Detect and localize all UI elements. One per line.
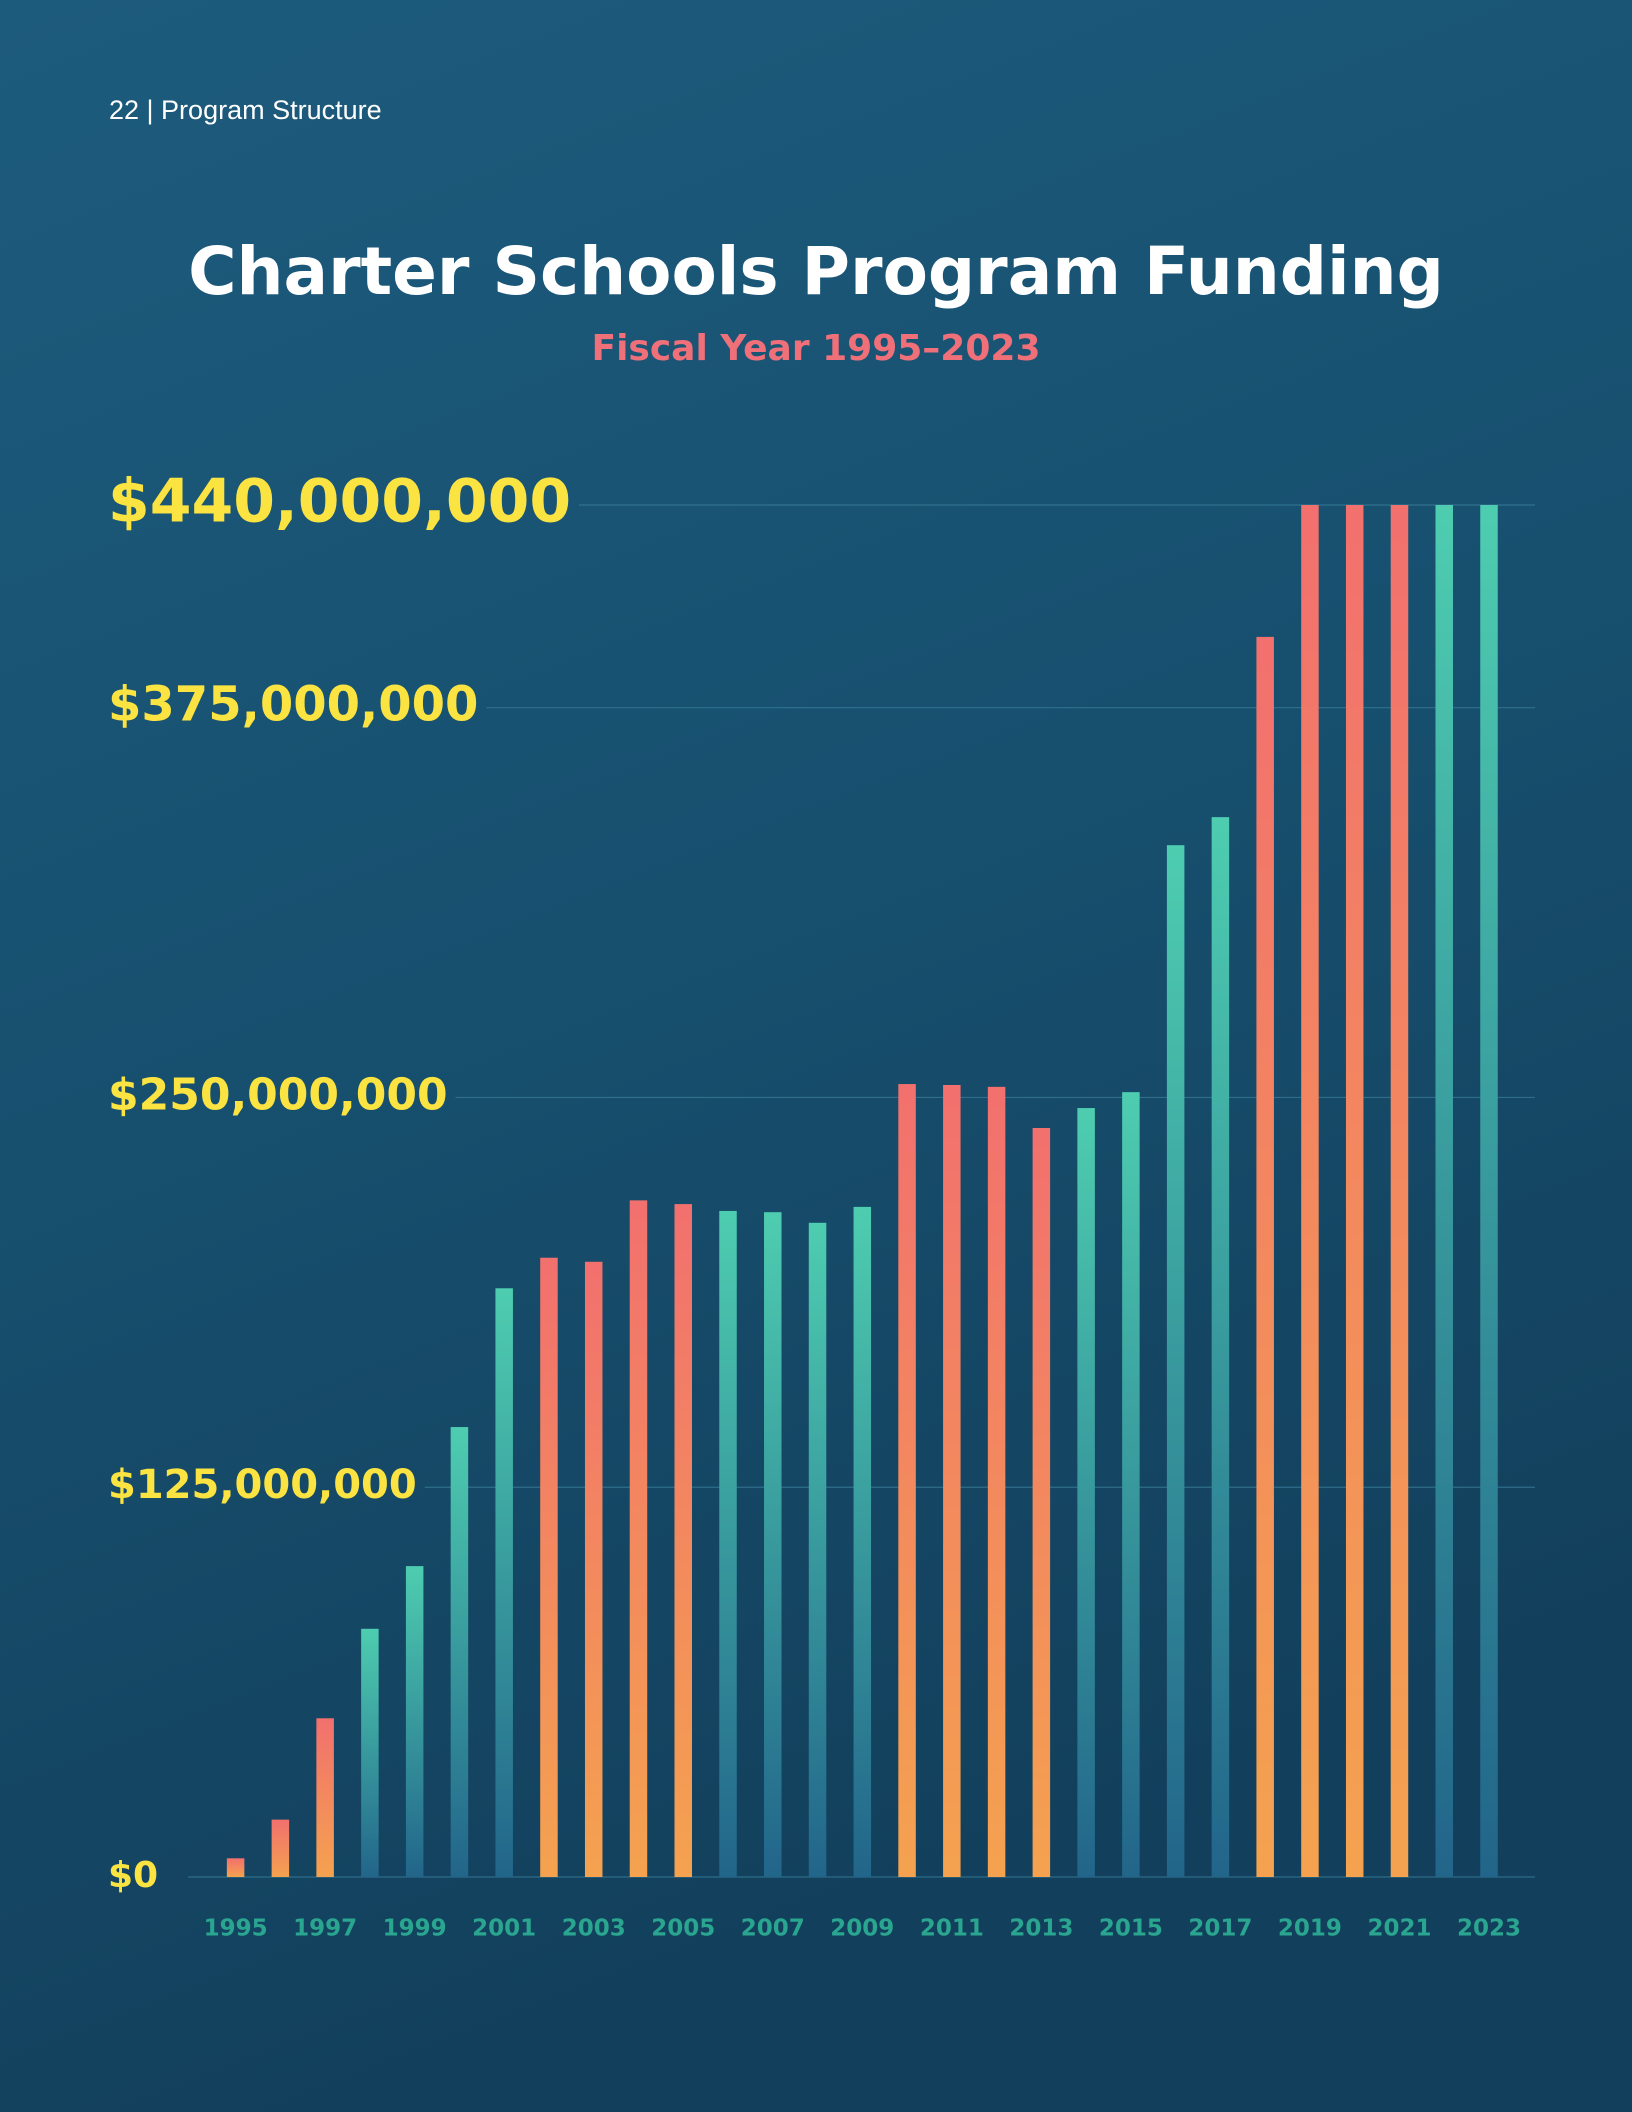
bar [451, 1427, 469, 1877]
y-tick-label: $440,000,000 [108, 467, 571, 537]
x-tick-label: 2023 [1457, 1916, 1521, 1942]
bar [316, 1718, 334, 1877]
bar [854, 1207, 872, 1877]
x-tick-label: 2013 [1009, 1916, 1073, 1942]
y-tick-label: $375,000,000 [108, 677, 478, 733]
bar [227, 1858, 245, 1877]
bar [764, 1212, 782, 1877]
bar [1301, 505, 1319, 1877]
x-tick-label: 2001 [472, 1916, 536, 1942]
bar [1077, 1108, 1095, 1877]
bar [361, 1629, 379, 1877]
bar [809, 1223, 827, 1877]
x-tick-label: 1995 [204, 1916, 268, 1942]
x-tick-label: 2021 [1367, 1916, 1431, 1942]
bar [719, 1211, 737, 1877]
y-tick-label: $250,000,000 [108, 1069, 448, 1120]
bar [988, 1087, 1006, 1877]
bar [495, 1288, 512, 1877]
bar [1256, 637, 1274, 1877]
y-tick-label: $125,000,000 [108, 1462, 417, 1508]
bar [898, 1084, 916, 1877]
bar [1346, 505, 1364, 1877]
x-tick-label: 2017 [1188, 1916, 1252, 1942]
bar [1122, 1092, 1140, 1877]
bar [540, 1258, 558, 1877]
y-tick-label: $0 [108, 1855, 158, 1896]
x-tick-label: 2015 [1099, 1916, 1163, 1942]
bar [943, 1085, 961, 1877]
bar [1167, 845, 1185, 1877]
chart-title: Charter Schools Program Funding [188, 233, 1444, 310]
x-tick-label: 2007 [741, 1916, 805, 1942]
bar [406, 1566, 424, 1877]
x-tick-label: 2005 [651, 1916, 715, 1942]
bar [1033, 1128, 1051, 1877]
bar [1391, 505, 1409, 1877]
page: 22 | Program Structure Charter Schools P… [0, 0, 1632, 2112]
bar [674, 1204, 692, 1877]
x-tick-label: 2019 [1278, 1916, 1342, 1942]
bar [272, 1820, 290, 1877]
page-header: 22 | Program Structure [109, 95, 382, 125]
bar [1212, 817, 1230, 1877]
bar [1480, 505, 1498, 1877]
bar [630, 1200, 648, 1877]
chart-subtitle: Fiscal Year 1995–2023 [591, 328, 1040, 369]
x-tick-label: 2009 [830, 1916, 894, 1942]
x-tick-label: 1999 [383, 1916, 447, 1942]
bar [585, 1262, 603, 1877]
bar [1435, 505, 1453, 1877]
x-tick-label: 2003 [562, 1916, 626, 1942]
x-tick-label: 2011 [920, 1916, 984, 1942]
x-tick-label: 1997 [293, 1916, 357, 1942]
